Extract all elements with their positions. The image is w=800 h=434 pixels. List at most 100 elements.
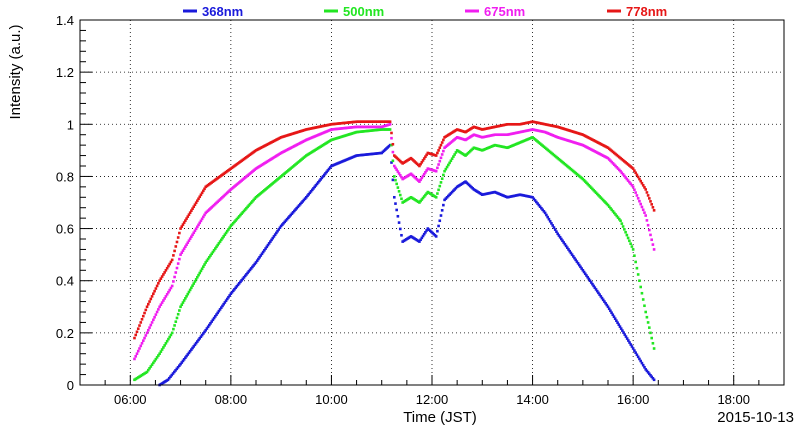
- data-point: [646, 223, 650, 227]
- data-point: [145, 305, 149, 309]
- data-point: [388, 143, 392, 147]
- data-point: [239, 280, 242, 284]
- data-point: [133, 357, 136, 361]
- data-point: [395, 168, 398, 172]
- data-point: [136, 349, 140, 353]
- data-point: [184, 245, 187, 248]
- data-point: [536, 202, 539, 205]
- data-point: [194, 278, 198, 281]
- data-point: [626, 236, 630, 240]
- data-point: [165, 339, 169, 343]
- legend: 368nm 500nm 675nm 778nm: [183, 4, 667, 19]
- data-point: [400, 197, 403, 201]
- data-point: [271, 236, 275, 240]
- data-point: [169, 333, 173, 337]
- data-point: [582, 270, 586, 274]
- data-point: [178, 231, 181, 235]
- data-point: [641, 208, 645, 212]
- data-point: [173, 275, 176, 279]
- data-point: [626, 179, 630, 182]
- data-point: [425, 153, 428, 157]
- data-point: [437, 163, 440, 166]
- data-point: [438, 159, 442, 163]
- data-point: [636, 197, 640, 200]
- data-point: [643, 211, 646, 214]
- data-point: [630, 345, 634, 348]
- x-tick-label: 16:00: [617, 392, 650, 407]
- data-point: [400, 175, 403, 179]
- data-point: [202, 332, 205, 335]
- data-point: [266, 243, 270, 247]
- data-point: [289, 213, 293, 217]
- data-point: [400, 233, 403, 237]
- data-point: [606, 305, 610, 309]
- data-point: [628, 180, 631, 184]
- data-point: [249, 201, 253, 205]
- data-point: [228, 226, 231, 229]
- y-tick-label: 0.4: [56, 274, 74, 289]
- data-point: [424, 171, 427, 174]
- data-point: [556, 232, 560, 236]
- data-point: [322, 173, 326, 177]
- data-point: [192, 345, 196, 348]
- data-point: [199, 219, 203, 223]
- data-point: [164, 341, 168, 345]
- data-point: [140, 341, 144, 345]
- data-point: [634, 351, 637, 354]
- data-point: [418, 180, 421, 183]
- series-778nm: [133, 120, 656, 340]
- data-point: [175, 316, 179, 320]
- data-point: [419, 162, 422, 166]
- data-point: [390, 143, 393, 147]
- data-point: [557, 234, 561, 237]
- data-point: [229, 292, 233, 296]
- data-point: [135, 330, 139, 334]
- data-point: [418, 240, 421, 243]
- y-tick-label: 1: [67, 117, 74, 132]
- data-point: [440, 153, 444, 156]
- data-point: [644, 188, 648, 191]
- data-point: [267, 242, 271, 245]
- data-point: [445, 165, 449, 169]
- data-point: [318, 179, 321, 183]
- data-point: [603, 300, 606, 303]
- data-point: [134, 355, 138, 358]
- data-point: [397, 190, 401, 193]
- data-point: [166, 378, 170, 382]
- data-point: [190, 209, 193, 212]
- data-point: [160, 301, 164, 304]
- data-point: [218, 308, 222, 311]
- data-point: [533, 199, 537, 202]
- data-point: [169, 286, 173, 290]
- data-point: [649, 233, 652, 237]
- data-point: [600, 296, 604, 300]
- data-point: [580, 267, 583, 270]
- data-point: [615, 166, 619, 169]
- data-point: [391, 178, 395, 182]
- data-point: [586, 275, 589, 279]
- y-tick-label: 1.4: [56, 13, 74, 28]
- data-point: [172, 254, 175, 257]
- data-point: [265, 245, 269, 249]
- data-point: [133, 336, 136, 340]
- data-point: [279, 224, 283, 228]
- data-point: [233, 220, 236, 224]
- data-point: [546, 215, 549, 219]
- data-point: [184, 297, 187, 300]
- data-point: [581, 268, 585, 272]
- data-point: [163, 297, 166, 300]
- data-point: [643, 365, 646, 369]
- data-point: [551, 224, 554, 227]
- data-point: [607, 307, 611, 311]
- data-point: [611, 313, 615, 317]
- data-point: [588, 279, 592, 283]
- data-point: [202, 189, 205, 193]
- y-tick-label: 0: [67, 378, 74, 393]
- data-point: [290, 212, 294, 215]
- data-point: [216, 243, 219, 247]
- data-point: [167, 376, 171, 380]
- data-point: [395, 208, 398, 212]
- data-point: [634, 171, 637, 175]
- data-point: [167, 337, 170, 341]
